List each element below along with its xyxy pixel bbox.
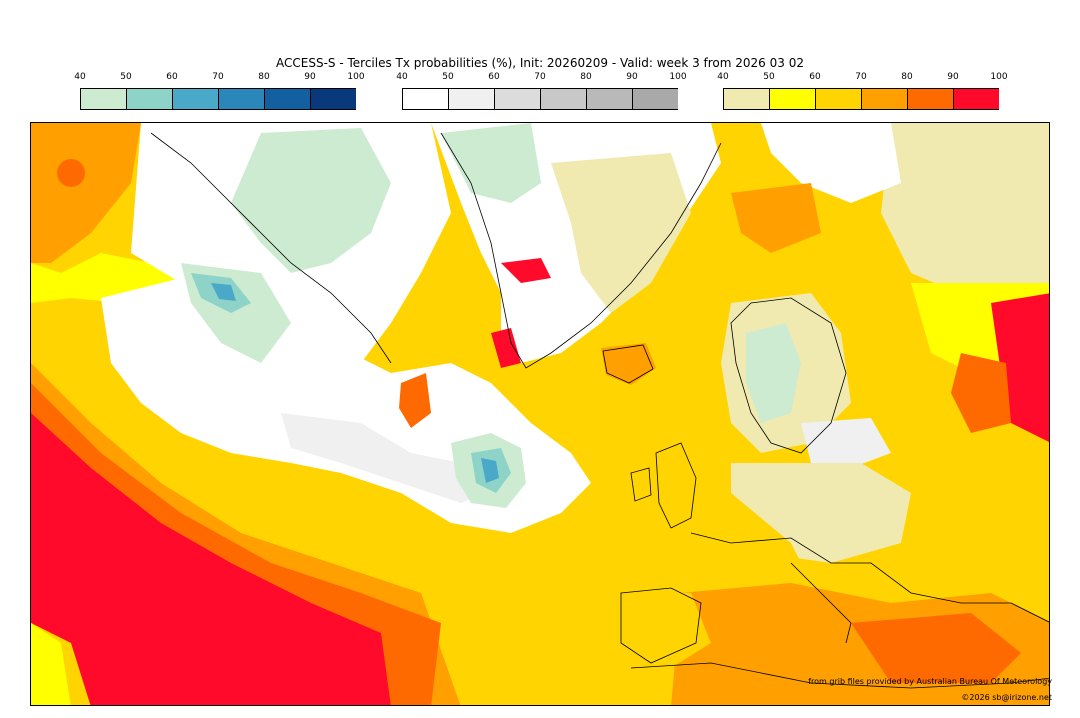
colorbar-tick-label: 60 [809,72,821,82]
colorbar-swatch [815,88,861,110]
colorbar-tick-label: 40 [74,72,86,82]
region-east-darkorange [951,353,1011,433]
region-central-grey [281,413,511,503]
coast-british-isles [655,442,697,529]
colorbar-tick-label: 80 [258,72,270,82]
colorbar-swatch [953,88,999,110]
coast-ireland [630,467,652,502]
coast-iberia [620,587,702,664]
region-barents-orange [731,183,821,253]
region-northwest-red-dot [57,159,85,187]
region-greenland-south-red [491,328,521,368]
colorbar-above-normal: 40 50 60 70 80 90 100 [717,72,1008,112]
copyright-credit: ©2026 sb@irizone.net [961,693,1052,702]
colorbar-swatch [769,88,815,110]
colorbar-swatch [540,88,586,110]
colorbar-swatch [218,88,264,110]
coast-greenland [440,132,722,369]
region-greenland-red [501,258,551,283]
coast-canada [150,132,392,364]
region-southwest-red [31,413,391,705]
colorbar-tick-label: 80 [580,72,592,82]
region-east-med-darkorange [851,613,1021,683]
region-northwest-orange [31,123,141,263]
region-greenland-green [441,123,541,203]
region-iberia-gold [621,593,711,668]
colorbar-swatch [861,88,907,110]
region-east-red [991,293,1049,442]
coast-iceland [602,344,654,384]
coast-italy [790,562,852,644]
map-svg [31,123,1049,705]
colorbar-swatch [448,88,494,110]
colorbar-swatch [172,88,218,110]
colorbar-swatch [310,88,356,110]
colorbar-swatch [723,88,769,110]
colorbar-tick-label: 50 [120,72,132,82]
colorbar-swatch [907,88,953,110]
coastlines [150,132,1049,689]
coast-europe [690,532,1049,623]
probability-map[interactable] [30,122,1050,706]
region-blue-core [481,458,499,483]
colorbar-tick-label: 80 [901,72,913,82]
colorbar-tick-label: 50 [442,72,454,82]
region-southwest-yellow [31,623,71,705]
colorbar-tick-label: 60 [488,72,500,82]
region-denmark-strait-red [399,373,431,428]
colorbar-tick-label: 100 [347,72,365,82]
map-title: ACCESS-S - Terciles Tx probabilities (%)… [276,56,804,70]
colorbar-swatch [264,88,310,110]
colorbar-tick-label: 60 [166,72,178,82]
region-svalbard-white [761,123,901,203]
region-canada-green [231,128,391,273]
colorbar-below-normal: 40 50 60 70 80 90 100 [74,72,365,112]
colorbar-tick-label: 40 [396,72,408,82]
region-hudson-blue [211,283,236,301]
region-greenland-khaki [551,153,691,313]
colorbar-tick-label: 100 [990,72,1008,82]
colorbar-tick-label: 90 [947,72,959,82]
colorbar-swatch [402,88,448,110]
region-scandinavia-green [746,323,801,423]
colorbar-tick-label: 70 [534,72,546,82]
colorbar-tick-label: 70 [855,72,867,82]
region-east-khaki [881,123,1049,303]
colorbar-tick-label: 70 [212,72,224,82]
colorbar-tick-label: 90 [626,72,638,82]
colorbar-swatch [632,88,678,110]
coast-north-africa [630,662,1049,689]
colorbar-tick-label: 40 [717,72,729,82]
colorbar-swatch [494,88,540,110]
colorbar-tick-label: 50 [763,72,775,82]
colorbar-swatch [80,88,126,110]
colorbar-near-normal: 40 50 60 70 80 90 100 [396,72,687,112]
source-credit: from grib files provided by Australian B… [808,677,1052,686]
colorbar-swatch [586,88,632,110]
colorbar-tick-label: 100 [669,72,687,82]
coast-scandinavia [730,297,847,454]
region-iceland-orange [601,343,656,385]
colorbar-tick-label: 90 [304,72,316,82]
colorbar-swatch [126,88,172,110]
